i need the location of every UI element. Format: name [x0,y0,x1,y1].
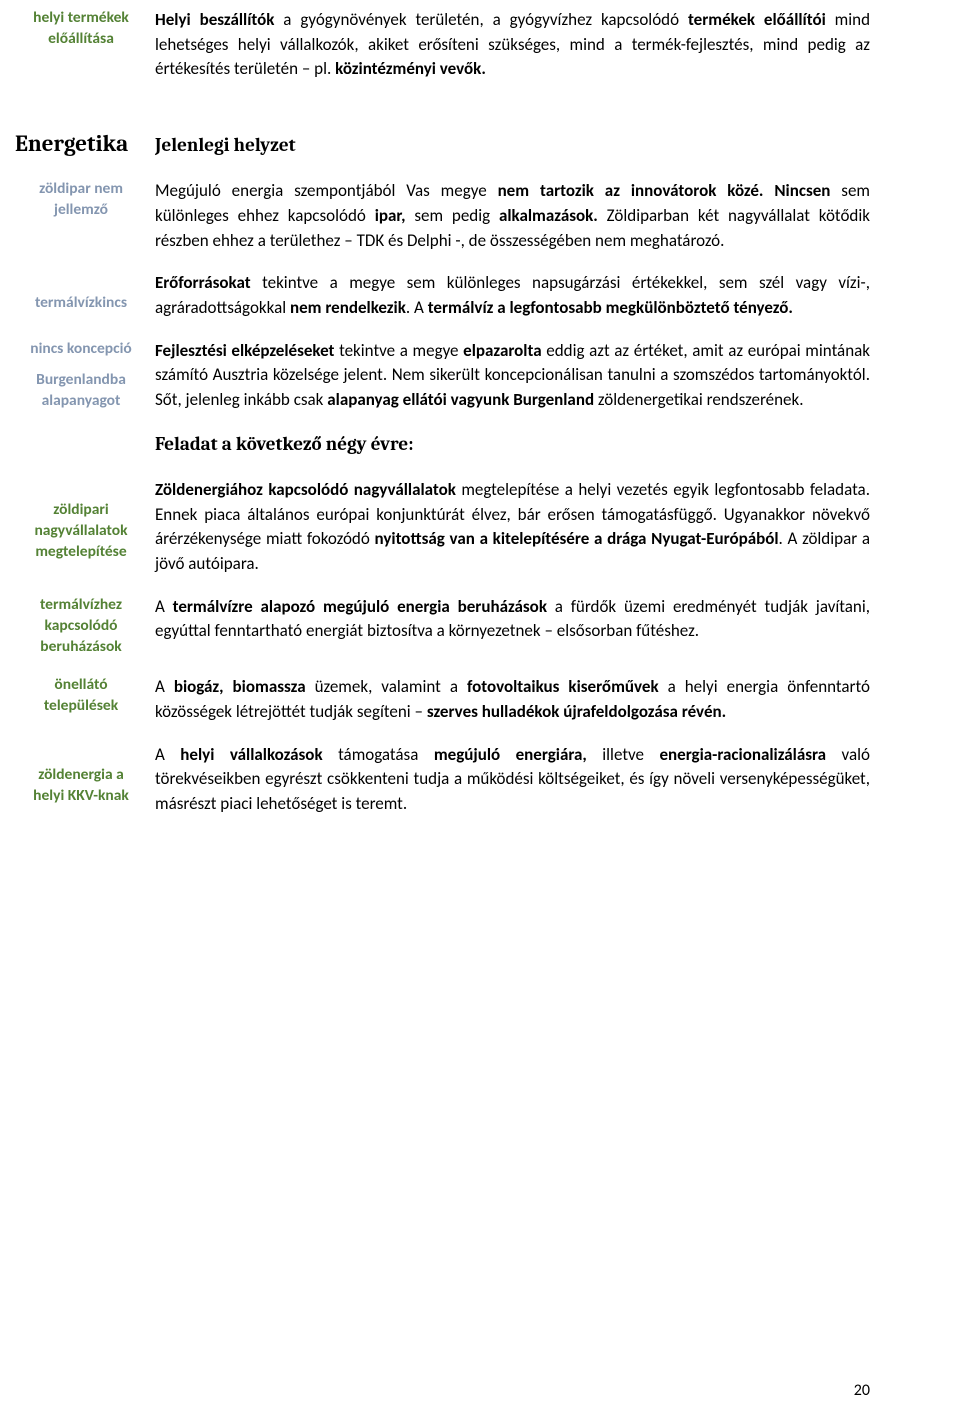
note6-l2: nagyvállalatok [34,521,127,540]
sidebar-note-3: termálvízkincs [15,293,147,314]
note5-l1: Burgenlandba [36,370,126,389]
sidebar-note-8: önellátó települések [15,675,147,717]
note2-l1: zöldipar nem [39,179,123,198]
sidebar-note-2: zöldipar nem jellemző [15,179,147,221]
sidebar-note-6: zöldipari nagyvállalatok megtelepítése [15,500,147,563]
para-8: A helyi vállalkozások támogatása megújul… [155,743,870,817]
sidebar-note-4: nincs koncepció [15,339,147,360]
note5-l2: alapanyagot [42,391,121,410]
para-2: Megújuló energia szempontjából Vas megye… [155,179,870,253]
note6-l1: zöldipari [53,500,108,519]
note2-l2: jellemző [54,200,108,219]
sidebar-note-7: termálvízhez kapcsolódó beruházások [15,595,147,658]
subheading-current: Jelenlegi helyzet [155,132,870,160]
row-p8: zöldenergia a helyi KKV-knak A helyi vál… [15,743,870,817]
row-p5: zöldipari nagyvállalatok megtelepítése Z… [15,478,870,577]
note4: nincs koncepció [30,339,132,358]
row-intro: helyi termékek előállítása Helyi beszáll… [15,8,870,82]
note8-l1: önellátó [54,675,107,694]
note7-l3: beruházások [40,637,122,656]
row-p4: nincs koncepció Burgenlandba alapanyagot… [15,339,870,413]
note8-l2: települések [44,696,118,715]
sidebar-note-1: helyi termékek előállítása [15,8,147,50]
para-7: A biogáz, biomassza üzemek, valamint a f… [155,675,870,724]
row-p7: önellátó települések A biogáz, biomassza… [15,675,870,724]
task-heading: Feladat a következő négy évre: [155,431,870,459]
row-p6: termálvízhez kapcsolódó beruházások A te… [15,595,870,658]
para-3: Erőforrásokat tekintve a megye sem külön… [155,271,870,320]
note7-l1: termálvízhez [40,595,122,614]
note7-l2: kapcsolódó [44,616,117,635]
note9-l1: zöldenergia a [38,765,124,784]
note9-l2: helyi KKV-knak [33,786,129,805]
row-section-heading: Energetika Jelenlegi helyzet [15,130,870,160]
row-p2: zöldipar nem jellemző Megújuló energia s… [15,179,870,253]
page-number: 20 [854,1381,870,1400]
section-title: Energetika [15,130,147,157]
sidebar-note-9: zöldenergia a helyi KKV-knak [15,765,147,807]
note6-l3: megtelepítése [35,542,126,561]
row-task-heading: Feladat a következő négy évre: [15,431,870,459]
para-1: Helyi beszállítók a gyógynövények terüle… [155,8,870,82]
para-4: Fejlesztési elképzeléseket tekintve a me… [155,339,870,413]
row-p3: termálvízkincs Erőforrásokat tekintve a … [15,271,870,320]
note1-l1: helyi termékek [33,8,129,27]
para-6: A termálvízre alapozó megújuló energia b… [155,595,870,644]
note1-l2: előállítása [48,29,114,48]
note3: termálvízkincs [35,293,127,312]
sidebar-note-5: Burgenlandba alapanyagot [15,370,147,412]
para-5: Zöldenergiához kapcsolódó nagyvállalatok… [155,478,870,577]
